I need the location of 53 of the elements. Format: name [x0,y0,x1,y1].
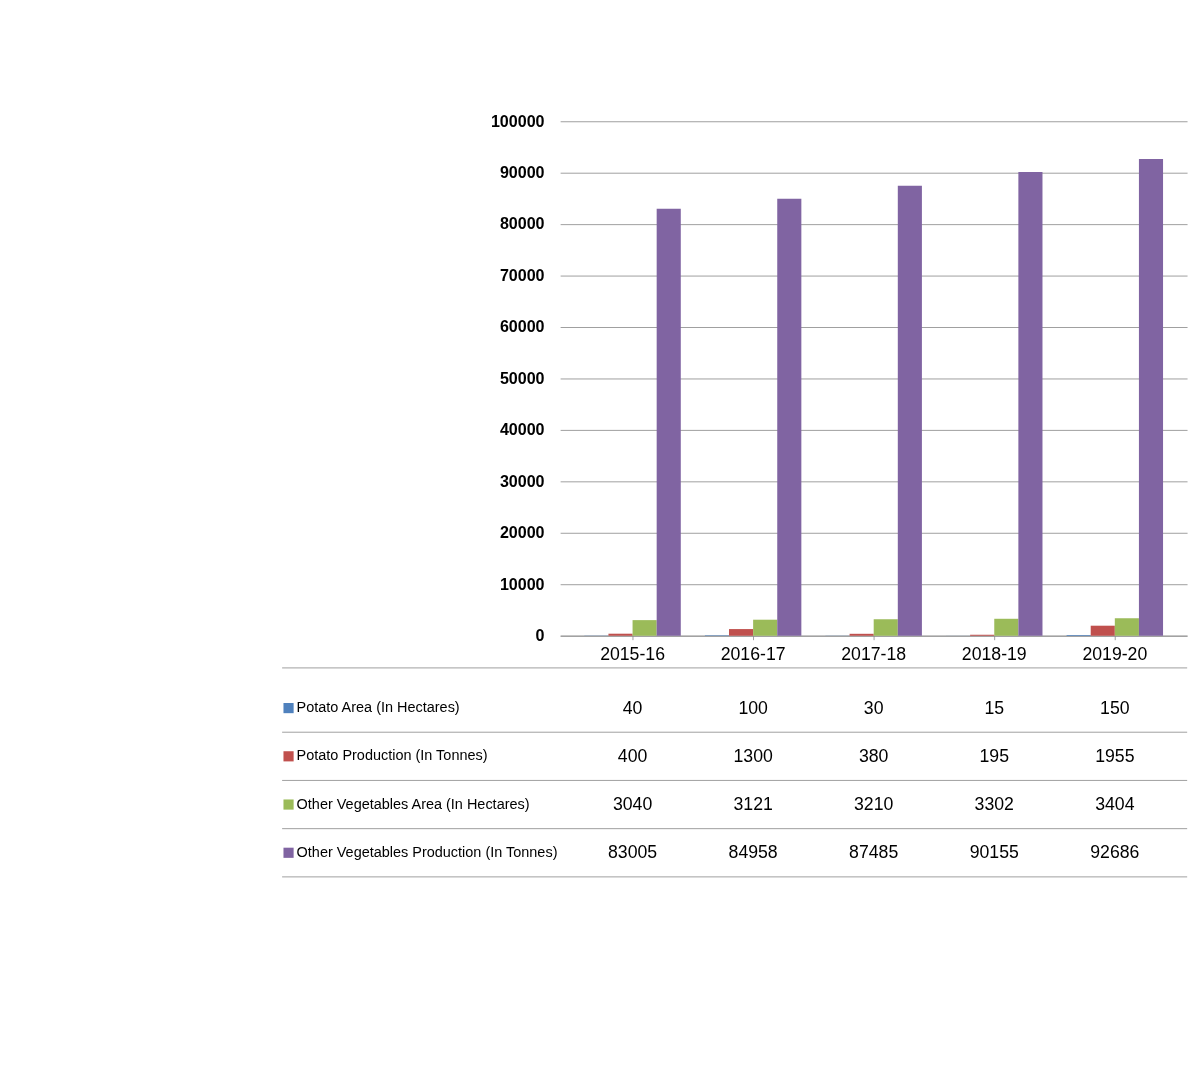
data-label: 30 [863,697,884,718]
x-tick-label: 2018-19 [961,644,1027,665]
y-tick-label: 80000 [499,214,545,233]
data-label: 1300 [733,745,773,766]
x-tick-label: 2015-16 [600,644,666,665]
x-tick-label: 2017-18 [841,644,907,665]
y-tick-label: 30000 [499,471,545,490]
bar [608,633,633,636]
data-label: 1955 [1095,745,1135,766]
bar [632,620,657,636]
data-label: 3404 [1095,794,1135,815]
data-label: 3040 [612,794,653,815]
data-label: 84958 [728,842,778,863]
y-tick-label: 70000 [499,265,545,284]
legend-label: Other Vegetables Production (In Tonnes) [296,843,558,860]
legend-label: Potato Area (In Hectares) [296,699,460,716]
data-label: 3302 [974,794,1014,815]
bar [897,185,922,636]
y-tick-label: 100000 [490,111,545,130]
legend-label: Potato Production (In Tonnes) [296,747,488,764]
bar [1090,625,1115,636]
data-label: 83005 [607,842,658,863]
data-label: 400 [617,745,648,766]
data-label: 87485 [849,842,899,863]
legend-label: Other Vegetables Area (In Hectares) [296,795,530,812]
data-label: 150 [1100,697,1130,718]
data-label: 3121 [733,794,773,815]
data-label: 15 [984,697,1005,718]
bar [729,629,754,636]
bar [777,198,802,636]
data-label: 100 [738,697,769,718]
y-tick-label: 20000 [499,523,545,542]
y-tick-label: 0 [535,625,545,644]
bar [994,618,1019,636]
data-label: 90155 [969,842,1019,863]
data-label: 380 [858,745,889,766]
data-label: 3210 [854,794,894,815]
x-tick-label: 2019-20 [1082,644,1148,665]
x-tick-label: 2016-17 [720,644,786,665]
bar [656,208,681,636]
data-label: 195 [979,745,1010,766]
y-tick-label: 60000 [499,317,545,336]
y-tick-label: 40000 [499,420,545,439]
y-tick-label: 90000 [499,163,545,182]
y-tick-label: 50000 [499,368,545,387]
data-label: 40 [622,697,643,718]
bar [753,619,778,636]
bar [1138,158,1164,636]
data-label: 92686 [1090,842,1140,863]
bar [1018,171,1043,636]
y-tick-label: 10000 [499,574,545,593]
bar [1114,618,1139,636]
bar [873,619,898,636]
